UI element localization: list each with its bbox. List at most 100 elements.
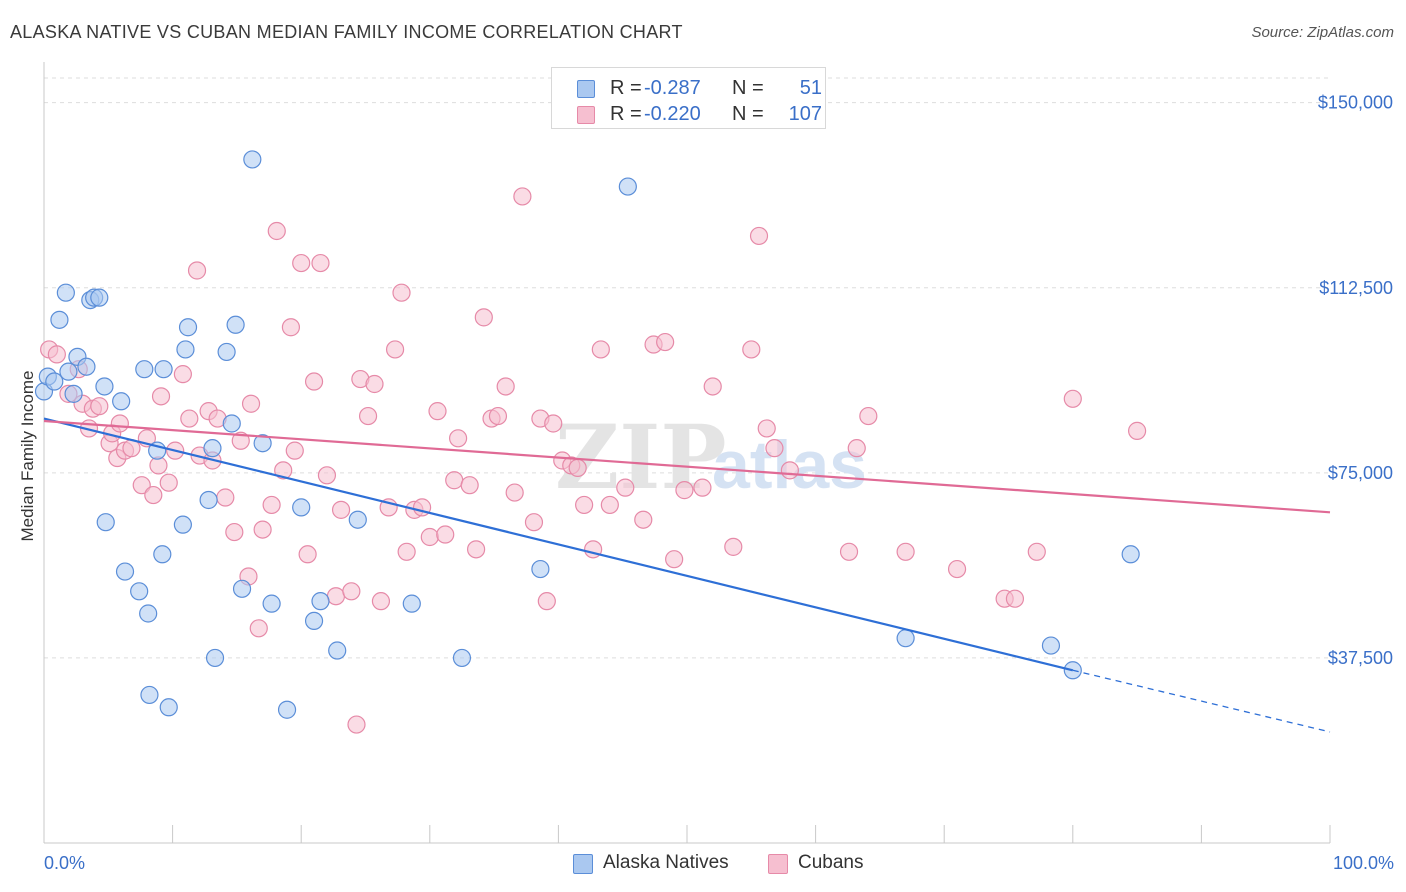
alaska-natives-point (304, 611, 324, 631)
cubans-point (757, 419, 776, 438)
cubans-point (231, 431, 250, 450)
alaska-natives-point (402, 594, 421, 613)
cubans-point (292, 253, 311, 273)
cubans-point (331, 500, 351, 519)
cubans-point (365, 374, 384, 394)
alaska-natives-point (328, 641, 347, 660)
cubans-point (392, 283, 411, 302)
alaska-natives-trend-extension (1072, 669, 1331, 733)
x-tick-label-min: 0.0% (44, 853, 85, 873)
cubans-point (428, 402, 447, 421)
cubans-point (311, 253, 330, 273)
cubans-point (317, 466, 337, 485)
axes (43, 62, 1331, 844)
trend-lines (43, 417, 1331, 733)
alaska-natives-point (95, 377, 114, 396)
alaska-natives-point (77, 357, 96, 376)
cubans-point (371, 592, 391, 611)
cubans-point (524, 513, 544, 532)
cubans-point (249, 619, 268, 638)
cubans-point (1063, 389, 1082, 408)
alaska-natives-point (253, 434, 272, 453)
alaska-natives-point (348, 510, 367, 529)
cubans-point (420, 527, 439, 547)
cubans-point (1027, 542, 1046, 561)
alaska-natives-point (176, 340, 195, 359)
cubans-point (445, 471, 464, 490)
y-axis-label: Median Family Income (18, 370, 37, 541)
alaska-natives-point (896, 629, 915, 648)
alaska-natives-point (618, 177, 637, 196)
cubans-point (616, 478, 635, 497)
cubans-point (342, 582, 361, 601)
alaska-natives-point (222, 414, 241, 433)
cubans-point (385, 340, 405, 359)
cubans-point (144, 485, 163, 505)
cubans-point (448, 429, 468, 448)
blue-swatch (577, 80, 595, 98)
alaska-natives-point (217, 342, 236, 362)
axis-labels: $37,500 $75,000 $112,500 $150,000 0.0% 100.0%… (18, 93, 1394, 873)
cubans-point (326, 587, 346, 606)
cubans-point (151, 387, 171, 406)
alaska-natives-point (205, 648, 225, 668)
cubans-point (742, 340, 761, 359)
alaska-natives-point (452, 648, 472, 668)
pink-swatch (577, 106, 595, 124)
alaska-natives-point (292, 498, 311, 517)
alaska-natives-point (139, 604, 158, 623)
cubans-point (839, 542, 859, 561)
x-tick-label-max: 100.0% (1333, 853, 1394, 873)
cubans-points (40, 187, 1147, 734)
watermark: ZIP atlas (555, 405, 867, 509)
cubans-point (724, 537, 743, 556)
cubans-point (285, 441, 304, 460)
cubans-point (262, 495, 281, 515)
chart-title: ALASKA NATIVE VS CUBAN MEDIAN FAMILY INC… (10, 22, 683, 42)
cubans-point (665, 550, 684, 569)
cubans-point (537, 592, 556, 611)
cubans-point (600, 495, 619, 515)
alaska-natives-point (56, 283, 75, 302)
pink-swatch (768, 854, 788, 874)
source-label: Source: ZipAtlas.com (1251, 24, 1394, 41)
cubans-point (474, 308, 493, 327)
cubans-point (466, 540, 486, 559)
alaska-natives-point (1041, 636, 1061, 655)
alaska-natives-point (199, 490, 218, 510)
gridlines (44, 77, 1330, 659)
alaska-natives-point (262, 594, 281, 613)
cubans-point (159, 473, 178, 492)
cubans-point (1005, 589, 1025, 608)
alaska-natives-point (531, 559, 550, 579)
cubans-point (132, 476, 151, 495)
blue-swatch (573, 854, 593, 874)
cubans-point (241, 394, 261, 413)
n-label: N = (732, 103, 764, 125)
alaska-natives-point (115, 562, 135, 581)
y-tick-label: $75,000 (1328, 463, 1393, 483)
r-label: R = (610, 103, 642, 125)
n-label: N = (732, 77, 764, 99)
cubans-point (947, 559, 967, 579)
cubans-point (1127, 421, 1147, 440)
alaska-natives-point (140, 685, 159, 705)
alaska-natives-point (178, 318, 198, 337)
alaska-natives-point (96, 513, 115, 532)
alaska-natives-point (173, 515, 192, 534)
cubans-point (675, 481, 694, 500)
r-label: R = (610, 77, 642, 99)
cubans-point (505, 483, 524, 502)
n-value: 107 (788, 103, 822, 125)
alaska-natives-point (154, 360, 173, 379)
cubans-point (180, 409, 199, 428)
cubans-point (253, 520, 272, 539)
r-value: -0.220 (644, 103, 701, 125)
y-tick-label: $37,500 (1328, 648, 1393, 668)
r-value: -0.287 (644, 77, 701, 99)
cubans-point (847, 439, 866, 458)
cubans-point (274, 461, 293, 480)
cubans-point (544, 414, 563, 433)
alaska-natives-point (135, 360, 154, 379)
legend-label: Alaska Natives (603, 852, 729, 873)
